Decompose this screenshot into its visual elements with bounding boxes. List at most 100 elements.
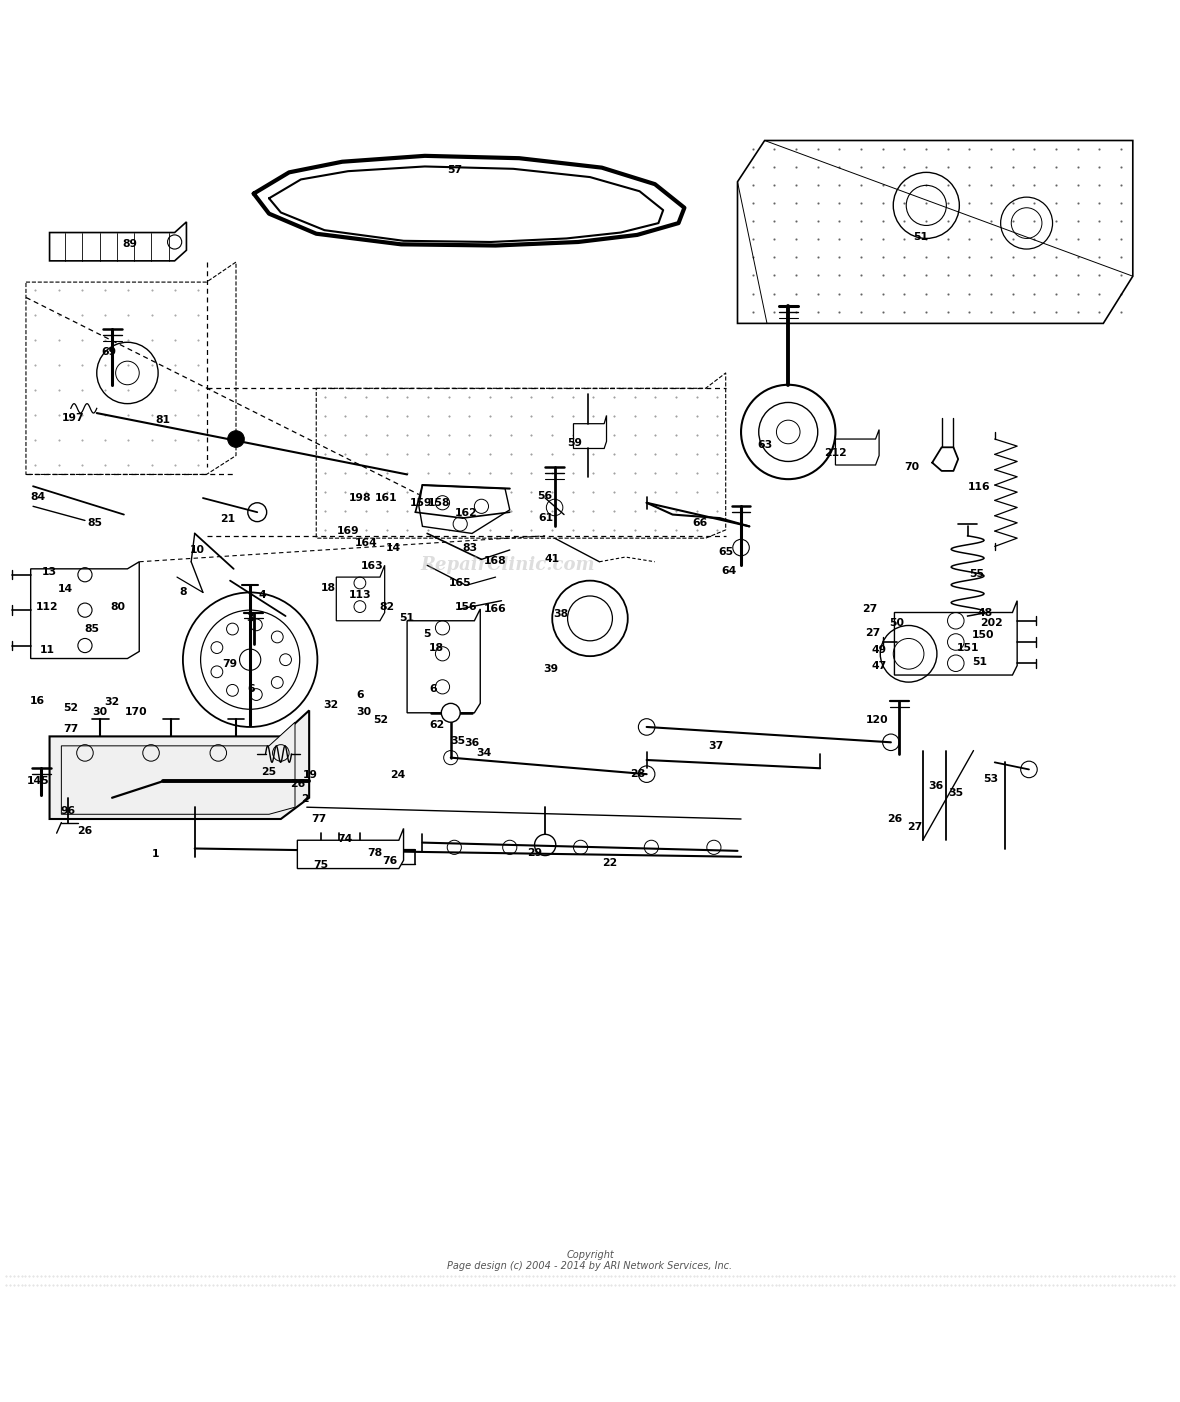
Text: 26: 26 bbox=[78, 826, 92, 836]
Text: 85: 85 bbox=[85, 624, 99, 634]
Text: 166: 166 bbox=[484, 604, 507, 614]
Text: 51: 51 bbox=[913, 233, 927, 243]
Text: 6: 6 bbox=[430, 684, 437, 694]
Text: 74: 74 bbox=[337, 834, 352, 844]
Text: 61: 61 bbox=[539, 513, 553, 523]
Text: 162: 162 bbox=[454, 509, 478, 519]
Text: 50: 50 bbox=[890, 618, 904, 628]
Text: 56: 56 bbox=[538, 491, 552, 501]
Text: 145: 145 bbox=[26, 777, 50, 787]
Text: 112: 112 bbox=[35, 601, 59, 611]
Text: 202: 202 bbox=[979, 618, 1003, 628]
Text: 62: 62 bbox=[430, 719, 444, 729]
Text: 78: 78 bbox=[368, 848, 382, 858]
Text: 10: 10 bbox=[190, 545, 204, 555]
Text: 96: 96 bbox=[61, 806, 76, 816]
Text: 36: 36 bbox=[465, 739, 479, 749]
Text: 59: 59 bbox=[568, 437, 582, 447]
Text: 52: 52 bbox=[64, 702, 78, 714]
Text: 168: 168 bbox=[484, 555, 507, 565]
Polygon shape bbox=[297, 829, 404, 869]
Text: 47: 47 bbox=[872, 660, 886, 670]
Text: RepairClinic.com: RepairClinic.com bbox=[420, 557, 595, 575]
Text: 18: 18 bbox=[430, 644, 444, 653]
Text: 25: 25 bbox=[262, 767, 276, 777]
Text: 14: 14 bbox=[386, 543, 400, 552]
Text: 11: 11 bbox=[40, 645, 54, 655]
Text: 57: 57 bbox=[447, 165, 461, 175]
Text: 76: 76 bbox=[382, 857, 396, 866]
Text: 198: 198 bbox=[348, 494, 372, 503]
Polygon shape bbox=[31, 562, 139, 659]
Text: 89: 89 bbox=[123, 240, 137, 250]
Text: 77: 77 bbox=[312, 815, 326, 824]
Text: 24: 24 bbox=[391, 770, 405, 781]
Text: 156: 156 bbox=[454, 601, 478, 611]
Text: 21: 21 bbox=[221, 515, 235, 524]
Text: 120: 120 bbox=[865, 715, 889, 725]
Text: 26: 26 bbox=[887, 815, 902, 824]
Text: Copyright
Page design (c) 2004 - 2014 by ARI Network Services, Inc.: Copyright Page design (c) 2004 - 2014 by… bbox=[447, 1249, 733, 1272]
Polygon shape bbox=[336, 565, 385, 621]
Text: 28: 28 bbox=[630, 770, 644, 780]
Text: 48: 48 bbox=[978, 607, 992, 617]
Text: 81: 81 bbox=[156, 415, 170, 425]
Polygon shape bbox=[419, 485, 510, 533]
Text: 51: 51 bbox=[972, 658, 986, 667]
Circle shape bbox=[228, 430, 244, 447]
Text: 6: 6 bbox=[248, 684, 255, 694]
Text: 53: 53 bbox=[984, 774, 998, 784]
Text: 63: 63 bbox=[758, 440, 772, 450]
Text: 16: 16 bbox=[31, 695, 45, 707]
Text: 69: 69 bbox=[101, 346, 116, 356]
Text: 41: 41 bbox=[545, 554, 559, 565]
Text: 14: 14 bbox=[58, 583, 72, 594]
Text: 75: 75 bbox=[314, 859, 328, 871]
Text: 197: 197 bbox=[61, 412, 85, 423]
Text: 113: 113 bbox=[348, 590, 372, 600]
Text: 39: 39 bbox=[544, 665, 558, 674]
Text: 2: 2 bbox=[301, 794, 308, 803]
Polygon shape bbox=[50, 222, 186, 261]
Polygon shape bbox=[50, 711, 309, 819]
Text: 66: 66 bbox=[693, 517, 707, 527]
Text: 27: 27 bbox=[863, 604, 877, 614]
Text: 169: 169 bbox=[336, 526, 360, 536]
Text: 13: 13 bbox=[42, 568, 57, 578]
Text: 55: 55 bbox=[970, 569, 984, 579]
Polygon shape bbox=[738, 140, 1133, 324]
Text: 4: 4 bbox=[258, 590, 266, 600]
Text: 52: 52 bbox=[374, 715, 388, 725]
Text: 150: 150 bbox=[971, 629, 995, 639]
Text: 30: 30 bbox=[356, 707, 371, 716]
Text: 85: 85 bbox=[87, 517, 101, 527]
Text: 49: 49 bbox=[872, 645, 886, 655]
Text: 159: 159 bbox=[409, 498, 433, 508]
Text: 18: 18 bbox=[321, 583, 335, 593]
Text: 36: 36 bbox=[929, 781, 943, 791]
Text: 37: 37 bbox=[709, 740, 723, 751]
Text: 30: 30 bbox=[93, 707, 107, 716]
Text: 19: 19 bbox=[303, 770, 317, 781]
Text: 6: 6 bbox=[356, 690, 363, 700]
Text: 158: 158 bbox=[427, 498, 451, 508]
Polygon shape bbox=[894, 600, 1017, 674]
Text: 170: 170 bbox=[124, 707, 148, 716]
Text: 32: 32 bbox=[323, 700, 337, 709]
Text: 212: 212 bbox=[824, 449, 847, 458]
Text: 5: 5 bbox=[424, 628, 431, 639]
Text: 32: 32 bbox=[105, 697, 119, 707]
Text: 165: 165 bbox=[448, 578, 472, 587]
Text: 70: 70 bbox=[905, 463, 919, 472]
Text: 8: 8 bbox=[179, 587, 186, 597]
Polygon shape bbox=[573, 415, 607, 449]
Text: 35: 35 bbox=[949, 788, 963, 798]
Text: 3: 3 bbox=[247, 614, 254, 624]
Text: 65: 65 bbox=[719, 547, 733, 558]
Text: 82: 82 bbox=[380, 601, 394, 611]
Text: 161: 161 bbox=[374, 494, 398, 503]
Polygon shape bbox=[407, 608, 480, 712]
Text: 29: 29 bbox=[527, 848, 542, 858]
Text: 38: 38 bbox=[553, 608, 568, 618]
Text: 151: 151 bbox=[956, 644, 979, 653]
